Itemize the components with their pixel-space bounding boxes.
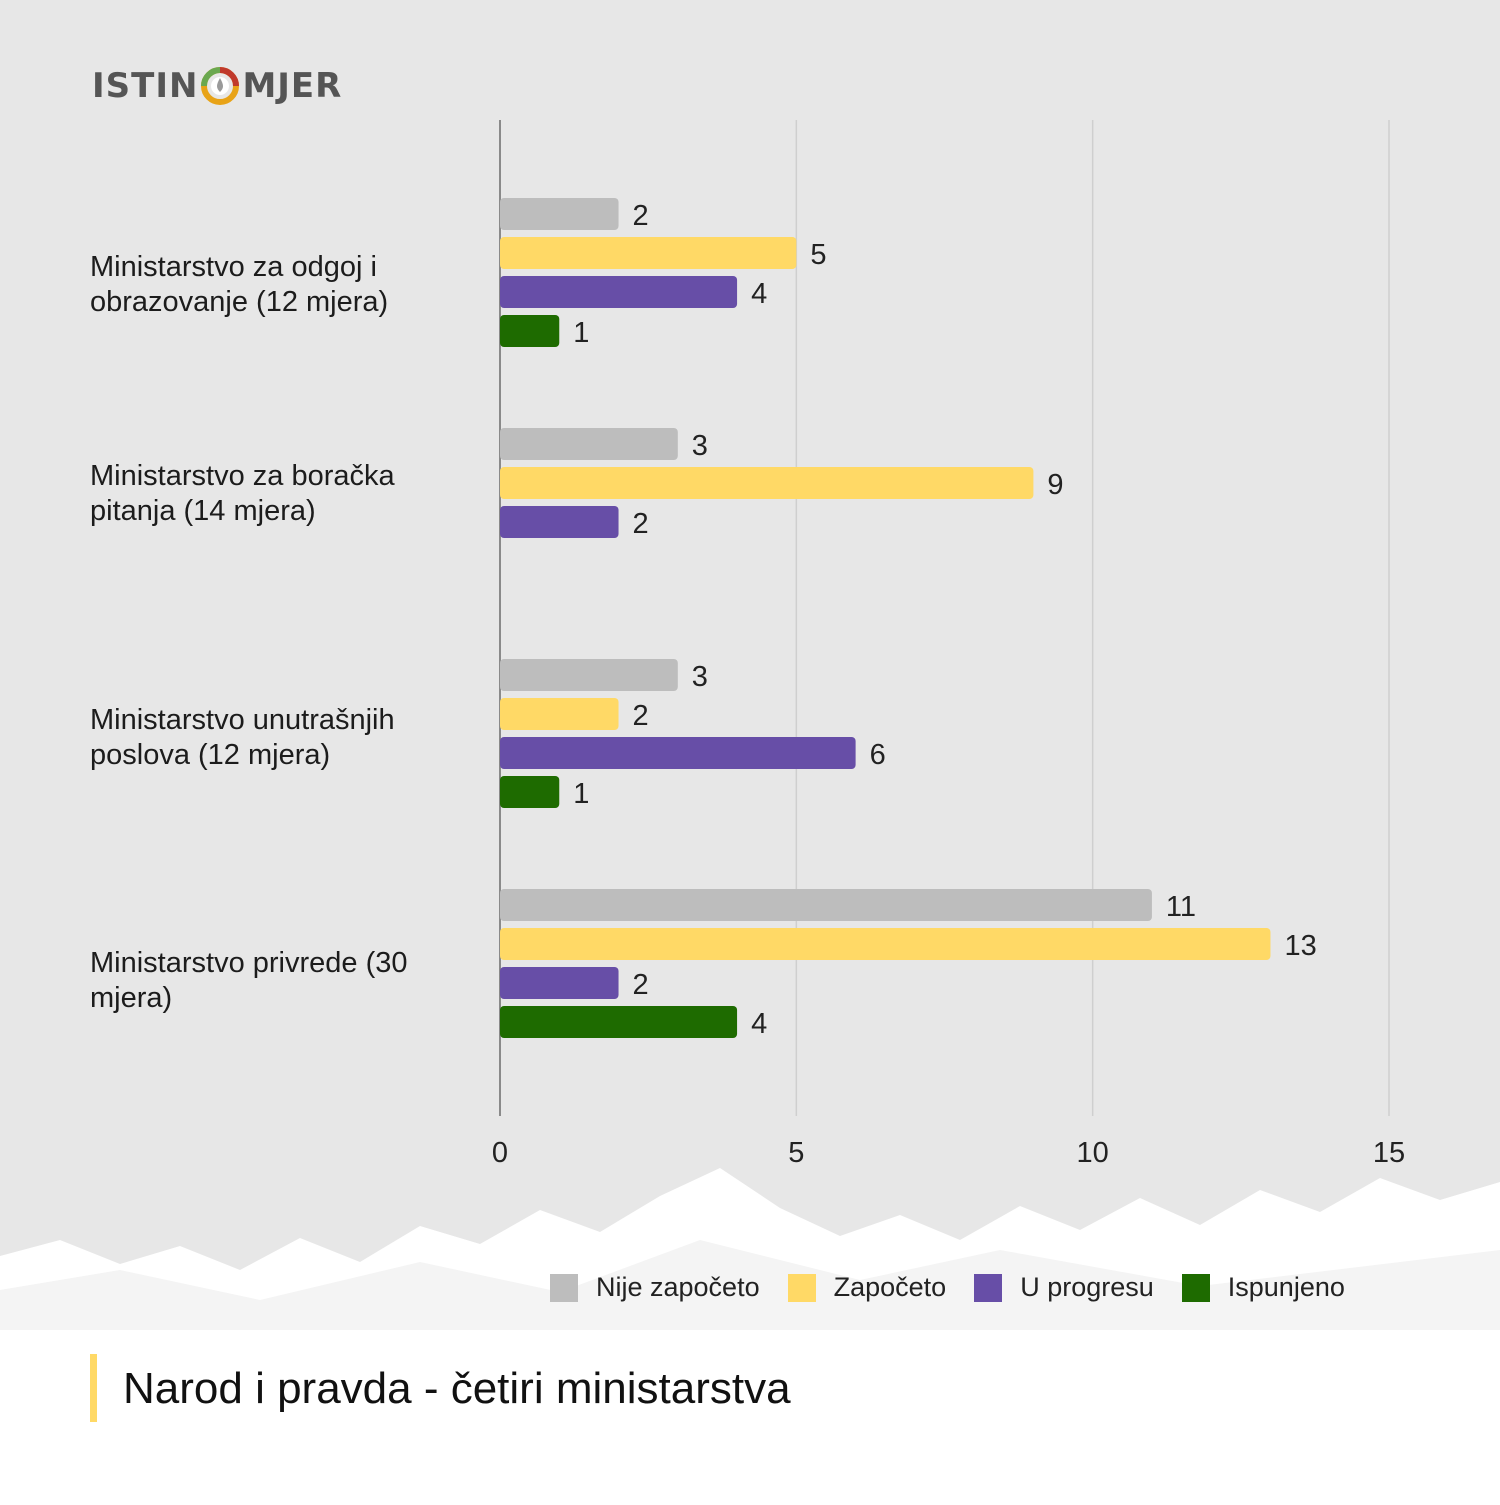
- data-label: 9: [1047, 469, 1063, 501]
- category-label-boracka: Ministarstvo za boračka pitanja (14 mjer…: [90, 460, 395, 527]
- data-label: 1: [573, 317, 589, 349]
- bar: [500, 237, 797, 269]
- data-label: 4: [751, 1008, 767, 1040]
- paper-texture-band: [0, 1240, 1500, 1330]
- bar: [500, 506, 619, 538]
- data-label: 5: [810, 239, 826, 271]
- legend-item-ispunjeno: Ispunjeno: [1181, 1272, 1345, 1303]
- data-label: 2: [633, 700, 649, 732]
- x-tick-label: 5: [788, 1137, 804, 1169]
- category-label-privreda: Ministarstvo privrede (30 mjera): [90, 947, 408, 1014]
- legend-swatch: [974, 1273, 1003, 1302]
- chart-legend: Nije započeto Započeto U progresu Ispunj…: [550, 1272, 1373, 1303]
- bar: [500, 467, 1034, 499]
- bar: [500, 198, 619, 230]
- gauge-ring-icon: [201, 67, 240, 105]
- data-label: 13: [1284, 930, 1316, 962]
- logo-text-left: ISTIN: [92, 66, 199, 106]
- data-label: 2: [633, 969, 649, 1001]
- bar: [500, 428, 678, 460]
- data-label: 1: [573, 778, 589, 810]
- bar: [500, 1006, 738, 1038]
- legend-item-zapoceto: Započeto: [787, 1272, 947, 1303]
- legend-label: U progresu: [1020, 1272, 1154, 1302]
- title-accent-bar: [90, 1354, 97, 1422]
- legend-item-nije-zapoceto: Nije započeto: [550, 1272, 760, 1303]
- bar: [500, 967, 619, 999]
- category-label-odgoj: Ministarstvo za odgoj i obrazovanje (12 …: [90, 251, 389, 318]
- data-label: 2: [633, 508, 649, 540]
- bar: [500, 928, 1271, 960]
- chart-title: Narod i pravda - četiri ministarstva: [123, 1364, 791, 1413]
- logo-text-right: MJER: [242, 66, 343, 106]
- data-label: 4: [751, 278, 767, 310]
- bar: [500, 276, 738, 308]
- bar: [500, 698, 619, 730]
- bar: [500, 315, 560, 347]
- data-label: 6: [870, 739, 886, 771]
- legend-label: Započeto: [833, 1272, 947, 1302]
- legend-label: Nije započeto: [596, 1272, 760, 1302]
- data-label: 3: [692, 430, 708, 462]
- data-label: 11: [1166, 891, 1196, 923]
- bar: [500, 737, 856, 769]
- istinomjer-logo: ISTIN MJER: [92, 66, 342, 106]
- data-label: 3: [692, 661, 708, 693]
- bar: [500, 776, 560, 808]
- legend-swatch: [1181, 1273, 1210, 1302]
- x-tick-label: 10: [1077, 1137, 1109, 1169]
- bar: [500, 889, 1152, 921]
- legend-label: Ispunjeno: [1227, 1272, 1345, 1302]
- category-label-unutrasnji: Ministarstvo unutrašnjih poslova (12 mje…: [90, 704, 395, 771]
- legend-swatch: [787, 1273, 816, 1302]
- x-tick-label: 15: [1373, 1137, 1405, 1169]
- bar: [500, 659, 678, 691]
- legend-swatch: [550, 1273, 578, 1302]
- data-label: 2: [633, 200, 649, 232]
- legend-item-u-progresu: U progresu: [974, 1272, 1154, 1303]
- x-tick-label: 0: [492, 1137, 508, 1169]
